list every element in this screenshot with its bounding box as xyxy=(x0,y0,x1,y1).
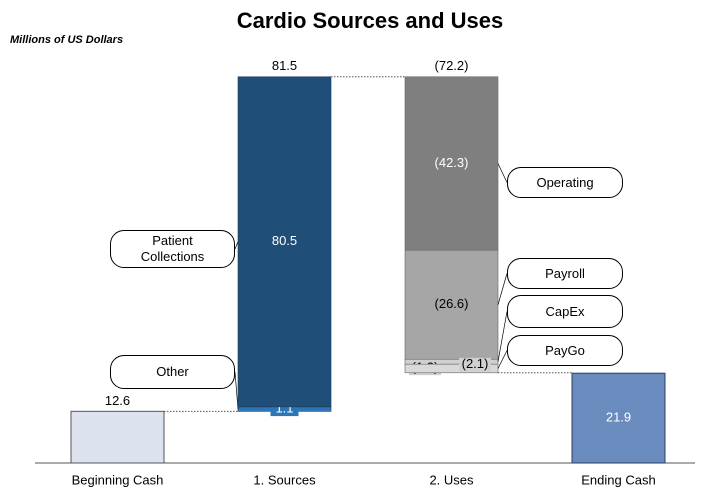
callout: Payroll xyxy=(507,258,623,289)
total-label: (72.2) xyxy=(435,58,469,73)
x-tick-label: 1. Sources xyxy=(253,472,316,487)
bar-segment xyxy=(404,249,499,360)
leader xyxy=(497,350,508,369)
value-label: (42.3) xyxy=(435,155,469,170)
chart-title: Cardio Sources and Uses xyxy=(237,8,504,33)
value-label: 21.9 xyxy=(606,410,631,425)
leader xyxy=(234,241,239,250)
leader xyxy=(234,371,239,410)
callout: PayGo xyxy=(507,335,623,366)
leader xyxy=(497,311,508,362)
callout: CapEx xyxy=(507,295,623,328)
x-tick-label: Ending Cash xyxy=(581,472,655,487)
total-label: 81.5 xyxy=(272,58,297,73)
bar-segment xyxy=(237,76,332,408)
leader xyxy=(497,273,508,305)
bar xyxy=(571,372,666,464)
callout: Operating xyxy=(507,167,623,198)
value-label: (26.6) xyxy=(435,296,469,311)
bar-segment xyxy=(404,76,499,251)
value-label: 80.5 xyxy=(272,233,297,248)
callout: Other xyxy=(110,355,235,389)
x-tick-label: 2. Uses xyxy=(429,472,474,487)
x-tick-label: Beginning Cash xyxy=(72,472,164,487)
bar xyxy=(70,410,165,464)
value-label: 12.6 xyxy=(105,393,130,408)
callout: Patient Collections xyxy=(110,230,235,268)
value-label: (2.1) xyxy=(462,356,489,371)
leader xyxy=(497,163,508,183)
label-box xyxy=(459,357,491,372)
chart-subtitle: Millions of US Dollars xyxy=(10,34,123,46)
